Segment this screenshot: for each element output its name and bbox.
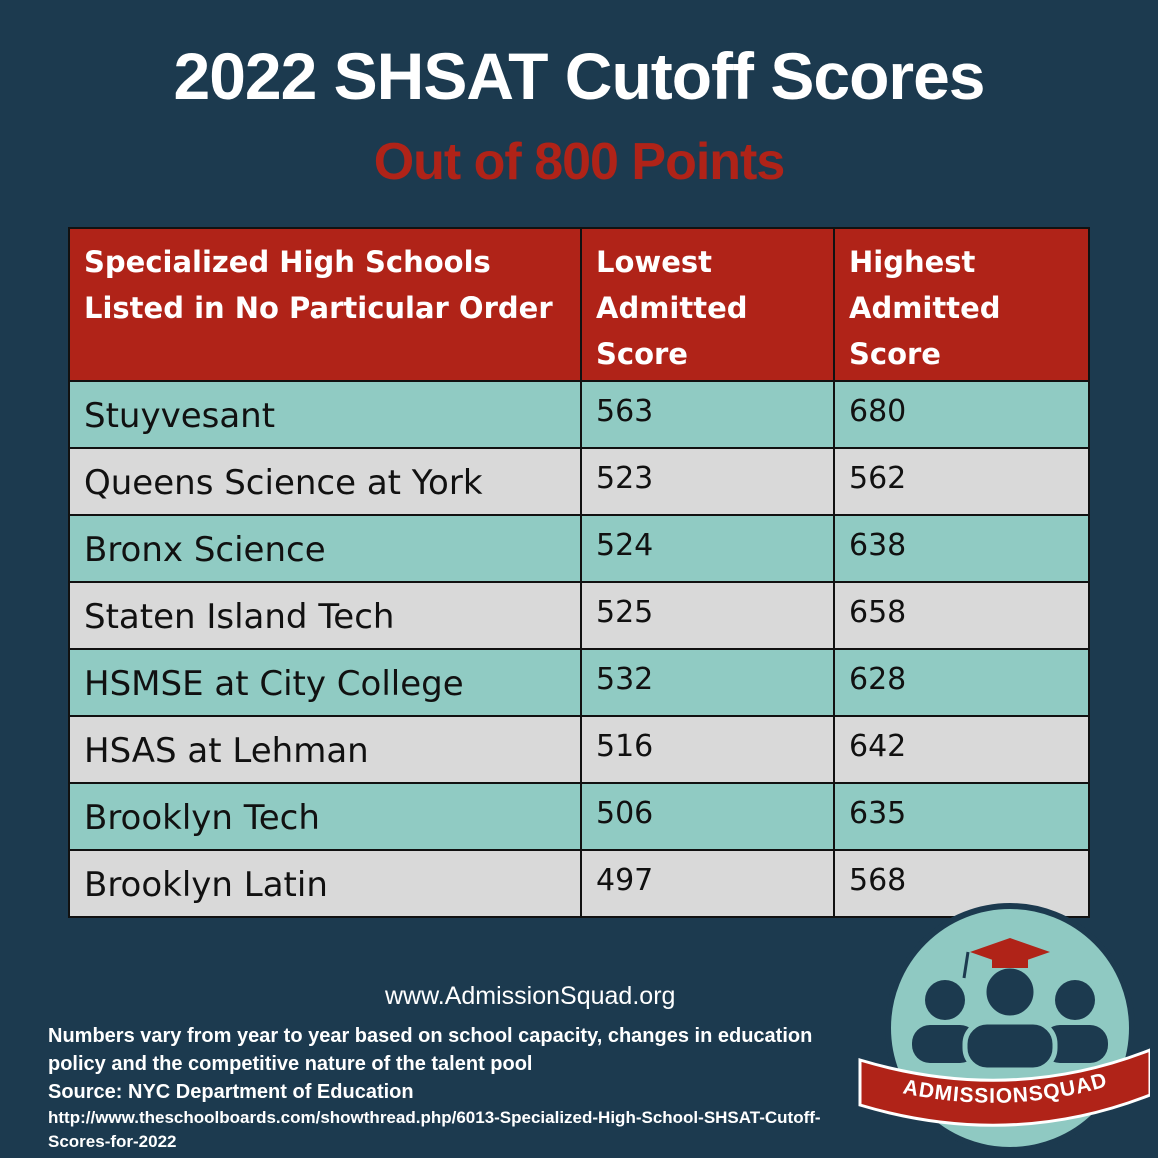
column-header: Lowest Admitted Score [580,227,835,382]
score: 525 [580,581,835,650]
logo-ribbon [858,1048,1150,1127]
score: 642 [833,715,1090,784]
notes: Numbers vary from year to year based on … [48,1022,853,1154]
school-name: Queens Science at York [68,447,582,516]
score: 524 [580,514,835,583]
subtitle: Out of 800 Points [373,133,786,191]
logo: ADMISSIONSQUAD [858,903,1150,1153]
table-row: HSMSE at City College 532 628 [68,648,1090,717]
website: www.AdmissionSquad.org [385,982,676,1010]
score: 680 [833,380,1090,449]
table-row: Queens Science at York 523 562 [68,447,1090,516]
column-header: Specialized High Schools Listed in No Pa… [68,227,582,382]
table-row: Staten Island Tech 525 658 [68,581,1090,650]
score: 497 [580,849,835,918]
school-name: Brooklyn Tech [68,782,582,851]
score: 658 [833,581,1090,650]
school-name: Brooklyn Latin [68,849,582,918]
school-name: Stuyvesant [68,380,582,449]
school-name: Staten Island Tech [68,581,582,650]
score: 628 [833,648,1090,717]
title: 2022 SHSAT Cutoff Scores [173,39,986,113]
score: 523 [580,447,835,516]
logo-people [912,963,1108,1073]
table-row: HSAS at Lehman 516 642 [68,715,1090,784]
table-row: Brooklyn Latin 497 568 [68,849,1090,918]
source-url: http://www.theschoolboards.com/showthrea… [48,1108,821,1151]
source: Source: NYC Department of Education [48,1081,414,1103]
score: 563 [580,380,835,449]
score: 635 [833,782,1090,851]
school-name: Bronx Science [68,514,582,583]
score: 506 [580,782,835,851]
score-table: Specialized High Schools Listed in No Pa… [68,227,1090,918]
score: 532 [580,648,835,717]
school-name: HSAS at Lehman [68,715,582,784]
score: 562 [833,447,1090,516]
table-row: Bronx Science 524 638 [68,514,1090,583]
table-row: Brooklyn Tech 506 635 [68,782,1090,851]
header-row: Specialized High Schools Listed in No Pa… [68,227,1090,382]
score: 638 [833,514,1090,583]
table-body: Stuyvesant 563 680 Queens Science at York 52… [68,380,1090,918]
note: Numbers vary from year to year based on … [48,1025,813,1075]
column-header: Highest Admitted Score [833,227,1090,382]
table-row: Stuyvesant 563 680 [68,380,1090,449]
score: 516 [580,715,835,784]
school-name: HSMSE at City College [68,648,582,717]
logo-cap [962,938,1050,979]
